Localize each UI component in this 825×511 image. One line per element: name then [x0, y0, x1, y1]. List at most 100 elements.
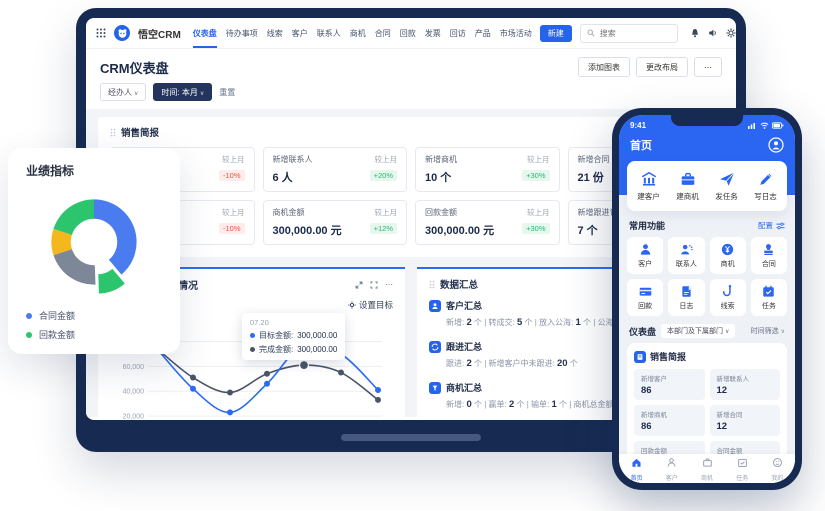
compare-label: 较上月	[374, 155, 398, 164]
phone-stat-cell[interactable]: 新增合同 12	[709, 405, 780, 436]
list-item[interactable]: 商机汇总 新增: 0 个 | 赢单: 2 个 | 输单: 1 个 | 商机总金额…	[429, 381, 712, 410]
nav-menu-item[interactable]: 联系人	[316, 28, 341, 38]
nav-menu-item[interactable]: 回访	[449, 28, 466, 38]
legend-dot	[26, 331, 32, 338]
series-dot	[250, 347, 255, 352]
svg-text:20,000: 20,000	[123, 414, 145, 420]
tab-home[interactable]: 首页	[619, 455, 654, 482]
metric-card[interactable]: 商机金额 300,000.00 元 较上月 +12%	[262, 200, 407, 245]
grid-item-contact[interactable]: 联系人	[668, 237, 705, 274]
grid-item-customer[interactable]: 客户	[627, 237, 664, 274]
section-title: 销售简报	[650, 352, 687, 362]
stat-value: 12	[716, 385, 728, 396]
pen-icon	[746, 170, 785, 188]
quick-action-write-log[interactable]: 写日志	[746, 170, 785, 202]
panel-more-icon[interactable]: ⋯	[385, 280, 393, 289]
trend-badge: -10%	[218, 170, 245, 181]
list-item[interactable]: 跟进汇总 跟进: 2 个 | 新增客户中未跟进: 20 个	[429, 340, 712, 369]
stat-label: 合同金额	[716, 448, 743, 455]
grid-item-lead[interactable]: 线索	[709, 279, 746, 316]
grid-item-contract[interactable]: 合同	[750, 237, 787, 274]
metric-value: 300,000.00 元	[425, 225, 495, 237]
stat-value: 86	[641, 385, 652, 396]
owner-filter[interactable]: 经办人 ∨	[100, 83, 147, 101]
resize-icon[interactable]	[355, 281, 363, 289]
nav-menu-item[interactable]: 客户	[291, 28, 308, 38]
series-dot	[250, 333, 255, 338]
nav-menu-item[interactable]: 发票	[424, 28, 441, 38]
nav-menu-item[interactable]: 商机	[349, 28, 366, 38]
gear-icon[interactable]	[726, 28, 736, 38]
metric-label: 新增跟进记录	[577, 208, 626, 217]
kpi-title: 业绩指标	[26, 164, 75, 178]
brand-name: 悟空CRM	[138, 29, 181, 41]
status-time: 9:41	[630, 121, 647, 130]
trend-badge: +20%	[369, 170, 397, 181]
drag-handle-icon[interactable]	[429, 280, 435, 289]
grid-item-log[interactable]: 日志	[668, 279, 705, 316]
trend-badge: +30%	[522, 223, 550, 234]
reset-button[interactable]: 重置	[219, 87, 236, 97]
yen-circle-icon	[720, 242, 735, 257]
phone-stat-cell[interactable]: 新增商机 86	[634, 405, 705, 436]
tab-task[interactable]: 任务	[725, 455, 760, 482]
grid-item-task[interactable]: 任务	[750, 279, 787, 316]
list-item[interactable]: 客户汇总 新增: 2 个 | 转成交: 5 个 | 放入公海: 1 个 | 公海…	[429, 299, 712, 328]
phone-tabbar: 首页 客户 商机 任务 我的	[619, 454, 795, 483]
search-input[interactable]	[597, 27, 672, 39]
bell-icon[interactable]	[690, 28, 700, 38]
time-filter[interactable]: 时间筛选 ∨	[750, 328, 785, 335]
nav-menu-item[interactable]: 产品	[474, 28, 491, 38]
search-box[interactable]	[579, 23, 678, 43]
nav-menu-item[interactable]: 仪表盘	[192, 28, 217, 48]
grid-item-opportunity[interactable]: 商机	[709, 237, 746, 274]
time-filter[interactable]: 时间: 本月 ∨	[153, 83, 213, 101]
report-icon	[634, 350, 646, 363]
compare-label: 较上月	[222, 208, 245, 217]
phone-stat-cell[interactable]: 新增客户 86	[634, 369, 705, 400]
paper-plane-icon	[707, 170, 746, 188]
phone-avatar[interactable]	[768, 137, 784, 153]
stat-value: 12	[716, 421, 728, 432]
metric-label: 回款金额	[425, 208, 457, 217]
metric-card[interactable]: 回款金额 300,000.00 元 较上月 +30%	[415, 200, 560, 245]
donut-chart[interactable]	[31, 181, 157, 303]
tab-customer[interactable]: 客户	[654, 455, 689, 482]
speaker-icon[interactable]	[708, 28, 718, 38]
dept-filter[interactable]: 本部门及下属部门 ∨	[661, 324, 736, 338]
apps-grid-icon[interactable]	[96, 28, 106, 38]
add-chart-button[interactable]: 添加图表	[578, 57, 630, 77]
quick-action-new-customer[interactable]: 建客户	[629, 170, 668, 202]
phone-stat-cell[interactable]: 新增联系人 12	[709, 369, 780, 400]
person-icon	[638, 242, 653, 257]
quick-action-send-task[interactable]: 发任务	[707, 170, 746, 202]
nav-menu-item[interactable]: 待办事项	[225, 28, 258, 38]
summary-list: 客户汇总 新增: 2 个 | 转成交: 5 个 | 放入公海: 1 个 | 公海…	[429, 299, 712, 420]
common-functions-grid: 客户 联系人 商机 合同 回款	[619, 237, 795, 316]
more-button[interactable]: ⋯	[694, 57, 722, 77]
stat-label: 新增客户	[641, 376, 667, 383]
quick-action-new-opportunity[interactable]: 建商机	[668, 170, 707, 202]
calendar-check-icon	[761, 284, 776, 299]
drag-handle-icon[interactable]	[110, 128, 116, 137]
metric-card[interactable]: 新增联系人 6 人 较上月 +20%	[262, 147, 407, 192]
nav-menu-item[interactable]: 市场活动	[499, 28, 532, 38]
tab-me[interactable]: 我的	[760, 455, 795, 482]
nav-menu-item[interactable]: 合同	[374, 28, 391, 38]
legend-item: 回款金额	[26, 328, 162, 341]
nav-menu-item[interactable]: 线索	[266, 28, 283, 38]
filter-bar: 经办人 ∨ 时间: 本月 ∨ 重置	[86, 81, 736, 109]
set-goal-button[interactable]: 设置目标	[348, 299, 393, 311]
grid-item-payment[interactable]: 回款	[627, 279, 664, 316]
change-layout-button[interactable]: 更改布局	[636, 57, 688, 77]
person-chat-icon	[679, 242, 694, 257]
new-button[interactable]: 新建	[539, 24, 572, 42]
nav-menu-item[interactable]: 回款	[399, 28, 416, 38]
config-button[interactable]: 配置	[758, 220, 785, 231]
followup-icon	[429, 340, 441, 353]
metric-card[interactable]: 新增商机 10 个 较上月 +30%	[415, 147, 560, 192]
stamp-icon	[761, 242, 776, 257]
tab-opportunity[interactable]: 商机	[689, 455, 724, 482]
page-title: CRM仪表盘	[100, 60, 169, 76]
fullscreen-icon[interactable]	[370, 281, 378, 289]
